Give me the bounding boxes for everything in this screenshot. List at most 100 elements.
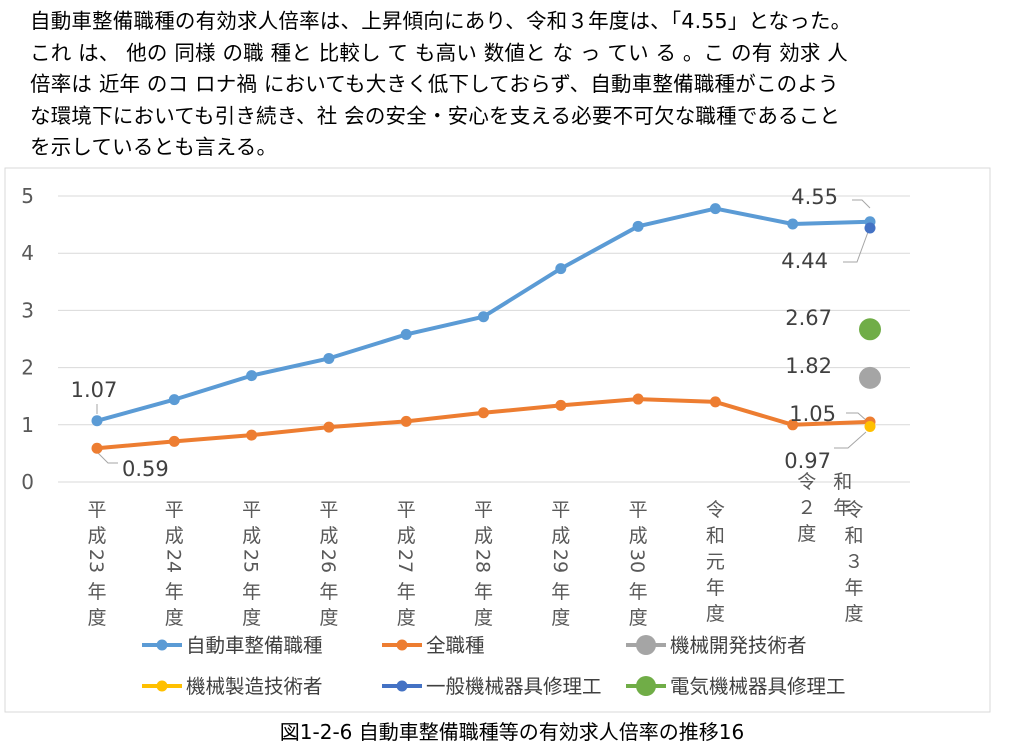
- legend-item: 機械製造技術者: [142, 675, 323, 698]
- x-tick-label: 成: [474, 525, 493, 547]
- x-tick-label: 成: [397, 525, 416, 547]
- x-tick-label: 年: [397, 581, 416, 603]
- x-tick-label: 度: [706, 603, 725, 625]
- series-point: [555, 263, 567, 275]
- chart-frame: [4, 167, 991, 713]
- legend-item: 電気機械器具修理工: [626, 675, 846, 698]
- x-tick-label: 度: [87, 607, 106, 629]
- y-tick-label: 1: [21, 413, 34, 437]
- x-tick-label: 元: [706, 551, 725, 573]
- x-tick-label: ２: [797, 497, 816, 519]
- x-tick-label: 成: [319, 525, 338, 547]
- x-tick-label: 27: [394, 549, 416, 573]
- data-label: 1.82: [785, 354, 832, 378]
- legend-item: 一般機械器具修理工: [382, 675, 602, 698]
- x-tick-label: 平: [87, 499, 106, 521]
- x-tick-label: 30: [626, 549, 648, 573]
- series-point: [168, 435, 180, 447]
- series-point: [91, 442, 103, 454]
- y-tick-label: 3: [21, 298, 34, 322]
- x-tick-label: 年: [706, 577, 725, 599]
- legend-marker: [636, 676, 656, 696]
- series-point: [859, 318, 881, 341]
- x-tick-label: 和: [706, 525, 725, 547]
- series-point: [400, 415, 412, 427]
- intro-line-5: を示しているとも言える。: [30, 135, 278, 159]
- x-tick-label: 平: [397, 499, 416, 521]
- legend-marker: [156, 680, 168, 692]
- series-line-1: [95, 397, 872, 451]
- legend-marker: [396, 639, 408, 651]
- x-tick-label: 26: [317, 549, 339, 573]
- x-tick-label: 度: [242, 607, 261, 629]
- data-label: 4.44: [781, 249, 828, 273]
- x-axis-category-labels: 平成23年度平成24年度平成25年度平成26年度平成27年度平成28年度平成29…: [85, 471, 864, 629]
- intro-line-3: 倍率は 近年 のコ ロナ禍 においても大きく低下しておらず、自動車整備職種がこの…: [30, 72, 839, 96]
- series-point: [478, 311, 489, 323]
- x-tick-label: 令: [797, 471, 816, 493]
- x-tick-label: 平: [474, 499, 493, 521]
- legend-marker: [156, 639, 168, 651]
- x-tick-label: 24: [162, 549, 184, 573]
- series-point: [632, 220, 644, 232]
- series-point: [168, 394, 180, 406]
- x-tick-label: 平: [629, 499, 648, 521]
- data-label: 4.55: [791, 185, 838, 209]
- data-label: 1.05: [789, 402, 836, 426]
- data-label: 0.97: [784, 449, 831, 473]
- legend-label: 全職種: [426, 634, 485, 657]
- x-tick-label: 平: [165, 499, 184, 521]
- x-tick-label: 成: [242, 525, 261, 547]
- x-tick-label: 28: [472, 549, 494, 573]
- series-point: [632, 393, 644, 405]
- x-tick-label: 令: [844, 499, 863, 521]
- legend-label: 自動車整備職種: [186, 634, 323, 657]
- x-tick-label: 度: [397, 607, 416, 629]
- legend-item: 自動車整備職種: [142, 634, 323, 657]
- x-tick-label: 年: [551, 581, 570, 603]
- data-label-leader: [96, 451, 118, 464]
- y-axis-tick-labels: 0 1 2 3 4 5: [21, 184, 34, 494]
- x-tick-label: 度: [797, 523, 816, 545]
- x-tick-label: 度: [165, 607, 184, 629]
- x-tick-label: 度: [319, 607, 338, 629]
- y-tick-label: 2: [21, 356, 34, 380]
- legend-label: 機械開発技術者: [670, 634, 807, 657]
- series-point: [246, 429, 258, 441]
- x-tick-label: 平: [242, 499, 261, 521]
- series-point: [323, 352, 335, 364]
- x-tick-label: 年: [242, 581, 261, 603]
- series-point: [859, 366, 881, 389]
- intro-text: 自動車整備職種の有効求人倍率は、上昇傾向にあり、令和３年度は、「4.55」となっ…: [30, 6, 1015, 164]
- series-point: [709, 396, 721, 408]
- x-tick-label: 年: [319, 581, 338, 603]
- series-point: [91, 415, 103, 427]
- series-point: [478, 407, 489, 419]
- x-tick-label: 令: [706, 499, 725, 521]
- data-label: 0.59: [122, 457, 169, 481]
- data-label-leader: [843, 231, 869, 263]
- series-point: [787, 218, 799, 230]
- y-tick-label: 5: [21, 184, 34, 208]
- x-tick-label: 度: [551, 607, 570, 629]
- data-label: 1.07: [71, 378, 118, 402]
- x-tick-label: 年: [165, 581, 184, 603]
- x-tick-label: 成: [629, 525, 648, 547]
- x-tick-label: 29: [549, 549, 571, 573]
- x-tick-label: 成: [551, 525, 570, 547]
- x-tick-label: 平: [319, 499, 338, 521]
- data-label-leader-lines: [96, 199, 871, 464]
- series-point: [709, 203, 721, 215]
- y-tick-label: 4: [21, 241, 34, 265]
- x-tick-label: 年: [629, 581, 648, 603]
- x-tick-label: 年: [833, 497, 852, 519]
- x-tick-label: 度: [474, 607, 493, 629]
- chart-data-labels: 1.07 0.59 4.55 4.44 2.67 1.82 1.05 0.97: [71, 185, 838, 481]
- figure-caption: 図1-2-6 自動車整備職種等の有効求人倍率の推移16: [279, 720, 745, 744]
- y-tick-label: 0: [21, 470, 34, 494]
- x-tick-label: 度: [844, 603, 863, 625]
- legend-label: 機械製造技術者: [186, 675, 323, 698]
- series-point: [323, 421, 335, 433]
